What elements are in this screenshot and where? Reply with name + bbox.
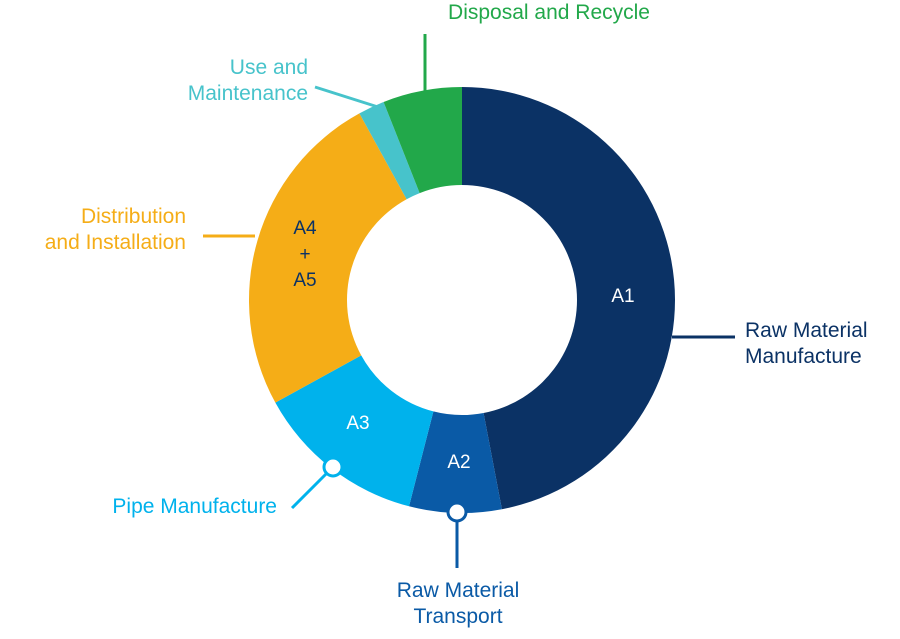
category-label: Use and Maintenance [187, 56, 308, 105]
donut-segment [249, 113, 407, 403]
category-label: Raw Material Transport [396, 579, 520, 628]
segment-label: A1 [611, 286, 635, 307]
leader-dot [322, 456, 344, 478]
category-label: Distribution and Installation [44, 205, 186, 254]
donut-segment [409, 411, 502, 513]
donut-segment [462, 87, 676, 510]
segment-label: A4 + A5 [293, 218, 317, 291]
category-label: Pipe Manufacture [112, 495, 277, 518]
donut-segment [383, 87, 462, 194]
category-label: Raw Material Manufacture [745, 319, 868, 368]
donut-segment [359, 101, 420, 200]
donut-segment [275, 355, 434, 507]
segment-label: A3 [346, 413, 370, 434]
category-label: Disposal and Recycle [448, 1, 650, 24]
leader-dot [446, 501, 468, 523]
segment-label: A2 [447, 452, 471, 473]
leader-line [314, 85, 379, 109]
